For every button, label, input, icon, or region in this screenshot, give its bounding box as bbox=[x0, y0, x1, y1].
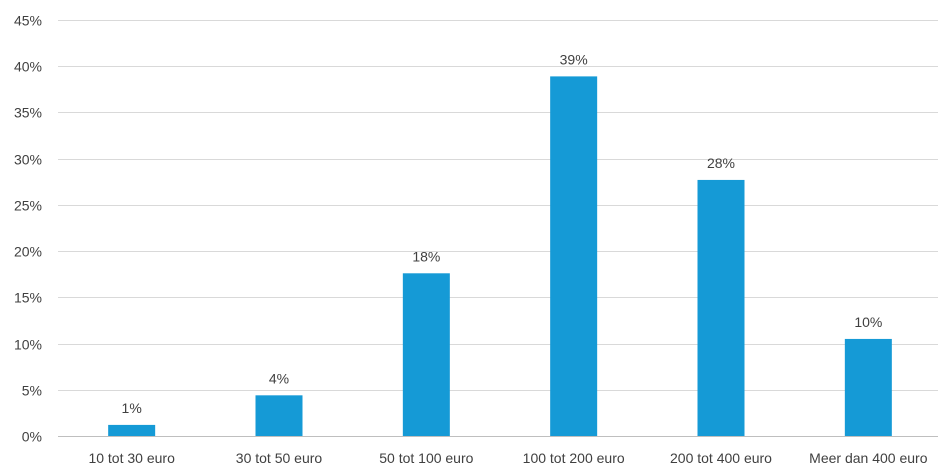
bar-data-label: 18% bbox=[412, 248, 440, 264]
bar bbox=[844, 338, 892, 436]
bar bbox=[108, 424, 156, 436]
x-category-label: 50 tot 100 euro bbox=[379, 450, 473, 466]
y-tick-label: 40% bbox=[14, 59, 42, 75]
y-axis-tick-labels: 0% 5% 10% 15% 20% 25% 30% 35% 40% 45% bbox=[14, 13, 42, 445]
bar-data-label: 39% bbox=[560, 51, 588, 67]
y-tick-label: 5% bbox=[22, 383, 42, 399]
gridlines bbox=[58, 20, 938, 437]
x-category-label: Meer dan 400 euro bbox=[809, 450, 928, 466]
x-category-label: 200 tot 400 euro bbox=[670, 450, 772, 466]
x-category-label: 30 tot 50 euro bbox=[236, 450, 323, 466]
bar bbox=[550, 76, 598, 436]
bar-data-label: 28% bbox=[707, 155, 735, 171]
bar bbox=[402, 273, 450, 436]
y-tick-label: 15% bbox=[14, 290, 42, 306]
bar-data-label: 10% bbox=[854, 314, 882, 330]
bar-data-label: 1% bbox=[122, 400, 142, 416]
y-tick-label: 25% bbox=[14, 198, 42, 214]
y-tick-label: 35% bbox=[14, 105, 42, 121]
y-tick-label: 45% bbox=[14, 13, 42, 29]
y-tick-label: 0% bbox=[22, 429, 42, 445]
y-tick-label: 10% bbox=[14, 337, 42, 353]
y-tick-label: 30% bbox=[14, 152, 42, 168]
x-axis-category-labels: 10 tot 30 euro 30 tot 50 euro 50 tot 100 e… bbox=[88, 450, 927, 466]
bars bbox=[108, 76, 892, 436]
bar bbox=[255, 395, 303, 436]
x-category-label: 10 tot 30 euro bbox=[88, 450, 175, 466]
y-tick-label: 20% bbox=[14, 244, 42, 260]
bar-data-label: 4% bbox=[269, 370, 289, 386]
bar bbox=[697, 179, 745, 436]
data-labels: 1% 4% 18% 39% 28% 10% bbox=[122, 51, 883, 416]
x-category-label: 100 tot 200 euro bbox=[523, 450, 625, 466]
